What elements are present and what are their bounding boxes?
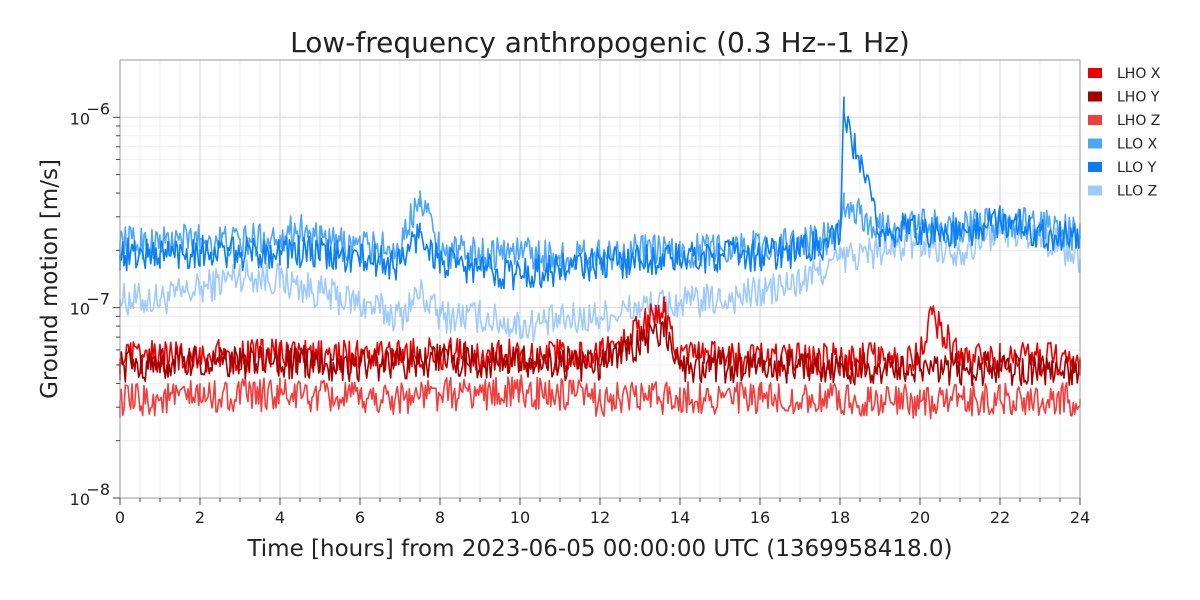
- x-tick-label: 6: [355, 508, 365, 527]
- y-tick-label: 10: [70, 109, 90, 128]
- x-tick-label: 12: [590, 508, 610, 527]
- x-tick-label: 14: [670, 508, 690, 527]
- legend-label: LHO Z: [1117, 113, 1160, 129]
- x-tick-label: 18: [830, 508, 850, 527]
- legend-swatch: [1088, 115, 1102, 125]
- x-tick-label: 22: [990, 508, 1010, 527]
- series-line-lho-y: [119, 316, 1081, 387]
- legend-label: LHO Y: [1117, 90, 1160, 106]
- series-line-lho-z: [119, 374, 1081, 420]
- y-tick-exponent: −8: [86, 480, 110, 499]
- x-tick-label: 2: [195, 508, 205, 527]
- legend: LHO X LHO Y LHO Z LLO X LLO Y LLO Z: [1088, 66, 1161, 200]
- legend-label: LLO Z: [1117, 184, 1157, 200]
- legend-label: LHO X: [1117, 66, 1161, 82]
- legend-swatch: [1088, 91, 1102, 102]
- y-tick-exponent: −6: [86, 99, 110, 118]
- legend-label: LLO X: [1117, 137, 1158, 153]
- y-tick-label: 10: [70, 490, 90, 509]
- x-tick-label: 16: [750, 508, 770, 527]
- x-tick-label: 4: [275, 508, 285, 527]
- x-tick-label: 0: [115, 508, 125, 527]
- x-tick-label: 24: [1070, 508, 1090, 527]
- x-axis-label: Time [hours] from 2023-06-05 00:00:00 UT…: [246, 536, 952, 562]
- series-line-lho-x: [119, 296, 1081, 378]
- legend-swatch: [1088, 68, 1102, 78]
- y-tick-exponent: −7: [86, 290, 110, 309]
- legend-swatch: [1088, 185, 1102, 196]
- legend-label: LLO Y: [1117, 160, 1157, 176]
- x-tick-label: 20: [910, 508, 930, 527]
- grid: [119, 60, 1081, 499]
- y-tick-label: 10: [70, 300, 90, 319]
- legend-swatch: [1088, 162, 1102, 172]
- series-line-llo-y: [119, 96, 1081, 291]
- y-axis-label: Ground motion [m/s]: [37, 159, 63, 399]
- x-tick-label: 10: [510, 508, 530, 527]
- chart-title: Low-frequency anthropogenic (0.3 Hz--1 H…: [290, 26, 910, 59]
- series-group: [119, 96, 1081, 420]
- x-tick-label: 8: [435, 508, 445, 527]
- legend-swatch: [1088, 138, 1102, 149]
